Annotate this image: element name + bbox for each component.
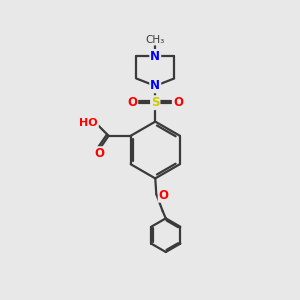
Text: N: N (150, 80, 160, 92)
Text: O: O (127, 96, 137, 109)
Text: N: N (150, 50, 160, 63)
Text: O: O (173, 96, 183, 109)
Text: CH₃: CH₃ (146, 34, 165, 45)
Text: O: O (94, 147, 104, 160)
Text: O: O (159, 189, 169, 202)
Text: S: S (151, 96, 160, 109)
Text: HO: HO (79, 118, 98, 128)
